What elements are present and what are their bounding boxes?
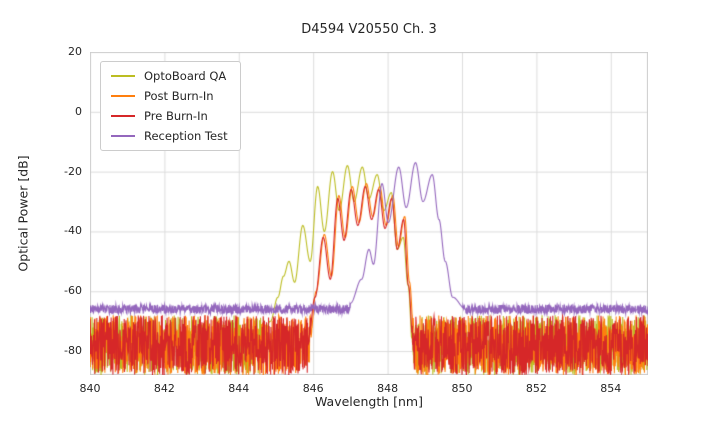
legend-label: OptoBoard QA	[144, 69, 227, 83]
legend-item: Pre Burn-In	[111, 109, 228, 123]
legend-line-swatch	[111, 135, 135, 137]
x-tick-label: 852	[525, 382, 547, 395]
y-tick-label: -20	[64, 164, 82, 178]
legend-line-swatch	[111, 115, 135, 117]
legend-label: Reception Test	[144, 129, 228, 143]
x-tick-label: 850	[451, 382, 473, 395]
legend-item: OptoBoard QA	[111, 69, 228, 83]
x-tick-label: 844	[228, 382, 250, 395]
y-tick-label: -60	[64, 284, 82, 298]
x-tick-label: 840	[79, 382, 101, 395]
x-axis-label: Wavelength [nm]	[315, 394, 423, 409]
legend-line-swatch	[111, 75, 135, 77]
legend-label: Pre Burn-In	[144, 109, 208, 123]
x-tick-label: 842	[153, 382, 175, 395]
y-tick-label: 0	[75, 104, 82, 118]
x-tick-label: 854	[600, 382, 622, 395]
y-tick-label: -40	[64, 224, 82, 238]
x-tick-label: 846	[302, 382, 324, 395]
legend-line-swatch	[111, 95, 135, 97]
y-axis-label: Optical Power [dB]	[15, 155, 31, 272]
y-tick-label: -80	[64, 344, 82, 358]
legend-label: Post Burn-In	[144, 89, 214, 103]
legend-item: Reception Test	[111, 129, 228, 143]
chart-title: D4594 V20550 Ch. 3	[301, 22, 437, 37]
y-tick-label: 20	[68, 45, 82, 58]
x-tick-label: 848	[377, 382, 399, 395]
legend-item: Post Burn-In	[111, 89, 228, 103]
chart-legend: OptoBoard QA Post Burn-In Pre Burn-In Re…	[100, 61, 241, 151]
